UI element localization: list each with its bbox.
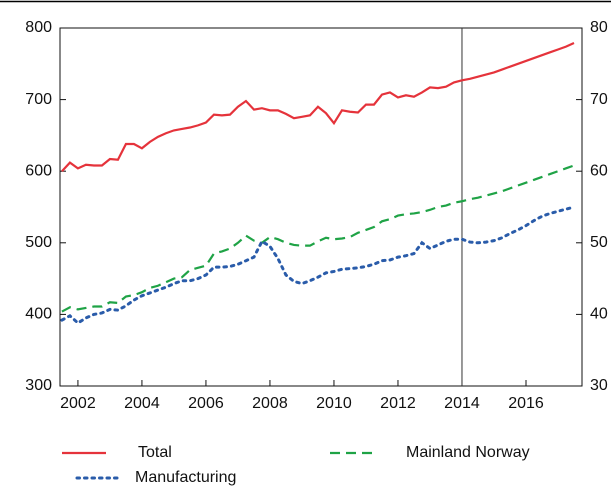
x-tick-label: 2012 [380, 395, 416, 412]
x-tick-label: 2006 [188, 395, 224, 412]
x-tick-label: 2014 [444, 395, 480, 412]
y-tick-label: 300 [25, 377, 52, 394]
legend-label: Total [138, 444, 172, 461]
y-tick-label: 600 [25, 162, 52, 179]
y2-tick-label: 40 [590, 306, 608, 323]
y-tick-label: 700 [25, 91, 52, 108]
legend-label: Manufacturing [135, 469, 236, 486]
series-line [61, 164, 575, 313]
y2-tick-label: 50 [590, 234, 608, 251]
y2-tick-label: 80 [590, 19, 608, 36]
x-tick-label: 2016 [508, 395, 544, 412]
x-tick-label: 2008 [252, 395, 288, 412]
plot-frame [59, 27, 583, 387]
series-line [61, 42, 575, 172]
legend-label: Mainland Norway [406, 444, 530, 461]
y2-tick-label: 70 [590, 91, 608, 108]
x-tick-label: 2004 [124, 395, 160, 412]
x-tick-label: 2010 [316, 395, 352, 412]
x-tick-label: 2002 [60, 395, 96, 412]
series-line [60, 205, 576, 325]
y-tick-label: 400 [25, 306, 52, 323]
y-tick-label: 500 [25, 234, 52, 251]
y-tick-label: 800 [25, 19, 52, 36]
y2-tick-label: 60 [590, 162, 608, 179]
y2-tick-label: 30 [590, 377, 608, 394]
